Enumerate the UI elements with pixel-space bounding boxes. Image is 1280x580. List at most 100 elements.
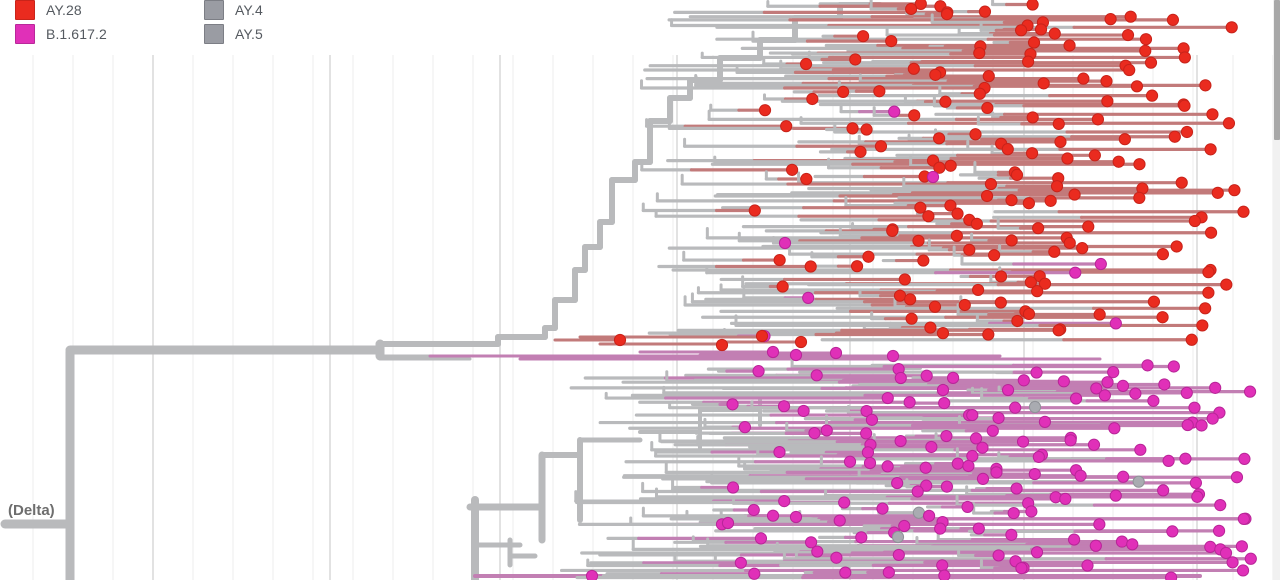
tip-b16172 [1081,559,1094,572]
tip-ay28 [978,5,992,18]
tip-b16172 [1093,518,1106,531]
tip-b16172 [966,408,979,422]
tip-b16172 [1067,533,1081,546]
tip-ay28 [893,289,907,302]
tip-ay28 [1034,23,1048,36]
tip-ay28 [971,283,985,297]
tip-ay28 [981,101,994,115]
tip-b16172 [940,480,954,493]
tip-b16172 [734,556,747,569]
tip-b16172 [1108,422,1121,435]
tip-ay28 [1199,79,1212,92]
tip-ay28 [849,53,862,66]
tip-ay28 [1021,55,1035,68]
tip-ay28 [885,34,898,48]
tip-ay28 [951,207,964,220]
tip-b16172 [876,502,889,515]
tip-b16172 [1179,452,1192,465]
tip-b16172 [754,532,768,545]
legend-label: AY.28 [46,2,82,18]
tip-ay28 [980,189,994,203]
tip-b16172 [1109,317,1122,330]
tip-ay28 [984,177,998,191]
tip-b16172 [1064,434,1077,447]
legend-item-ay4[interactable]: AY.4 [204,0,263,21]
tip-ay28 [1026,111,1039,124]
tip-ay28 [1112,155,1125,168]
tip-ay28 [1022,197,1035,210]
legend-item-ay5[interactable]: AY.5 [204,23,263,45]
tip-ay28 [780,120,793,133]
tip-b16172 [1206,412,1219,425]
tip-ay28 [912,234,925,247]
tip-b16172 [1204,540,1217,554]
tip-ay28 [1220,278,1233,291]
tip-b16172 [1147,394,1160,407]
tip-b16172 [1226,556,1239,569]
tip-ay28 [1052,117,1065,131]
tip-ay28 [904,293,917,306]
tip-b16172 [920,369,933,382]
tip-ay28 [1077,72,1090,85]
tip-b16172 [1069,266,1082,279]
tip-b16172 [1166,525,1179,538]
tip-b16172 [1235,540,1248,553]
tip-b16172 [938,396,951,410]
tip-ay28 [1204,226,1218,239]
legend-item-b16172[interactable]: B.1.617.2 [15,23,107,45]
legend-swatch-ay5 [204,24,224,44]
tip-b16172 [1074,469,1087,482]
legend-item-ay28[interactable]: AY.28 [15,0,82,21]
tip-ay4 [912,506,925,519]
tip-b16172 [1009,401,1022,414]
tip-ay28 [1048,27,1061,40]
tip-b16172 [940,429,953,443]
scrollbar-thumb[interactable] [1274,0,1280,140]
tip-b16172 [920,479,933,492]
tip-ay28 [1010,168,1024,182]
tip-ay28 [850,260,864,273]
tip-ay28 [1206,108,1219,121]
tip-ay28 [969,128,982,141]
tip-b16172 [1069,392,1083,405]
tip-b16172 [1141,359,1154,372]
tip-ay28 [1050,180,1064,193]
tip-ay28 [748,204,761,217]
tip-ay28 [1031,285,1044,298]
tip-b16172 [990,466,1003,479]
tip-b16172 [1038,415,1052,428]
tip-ay28 [1088,149,1101,162]
tip-b16172 [1238,452,1251,465]
tip-ay28 [944,199,957,212]
tip-b16172 [911,485,924,498]
tip-b16172 [1167,360,1180,373]
tip-ay28 [936,327,950,340]
tip-ay28 [988,249,1001,262]
tip-b16172 [1219,546,1233,560]
vertical-scrollbar[interactable] [1273,0,1280,580]
tip-b16172 [777,400,791,413]
tip-b16172 [1030,546,1044,559]
tip-b16172 [789,510,803,524]
tip-ay4 [1028,400,1042,414]
tip-b16172 [1158,378,1171,391]
tip-ay28 [1166,13,1180,27]
tip-ay28 [613,333,627,347]
tip-ay28 [1093,308,1106,321]
clade-label: (Delta) [8,502,55,519]
tip-ay28 [1044,194,1057,207]
tip-ay28 [1175,176,1188,189]
tip-ay28 [1156,248,1170,261]
tip-ay28 [1199,302,1212,315]
tip-ay28 [1026,0,1039,11]
tip-b16172 [1005,528,1018,541]
tip-b16172 [811,545,824,558]
tip-ay28 [908,109,921,122]
tip-b16172 [1191,490,1204,503]
tip-ay28 [929,68,942,81]
tip-ay28 [1196,319,1209,332]
tip-b16172 [1115,535,1129,548]
tip-ay28 [1001,143,1014,156]
tip-ay28 [886,224,899,237]
